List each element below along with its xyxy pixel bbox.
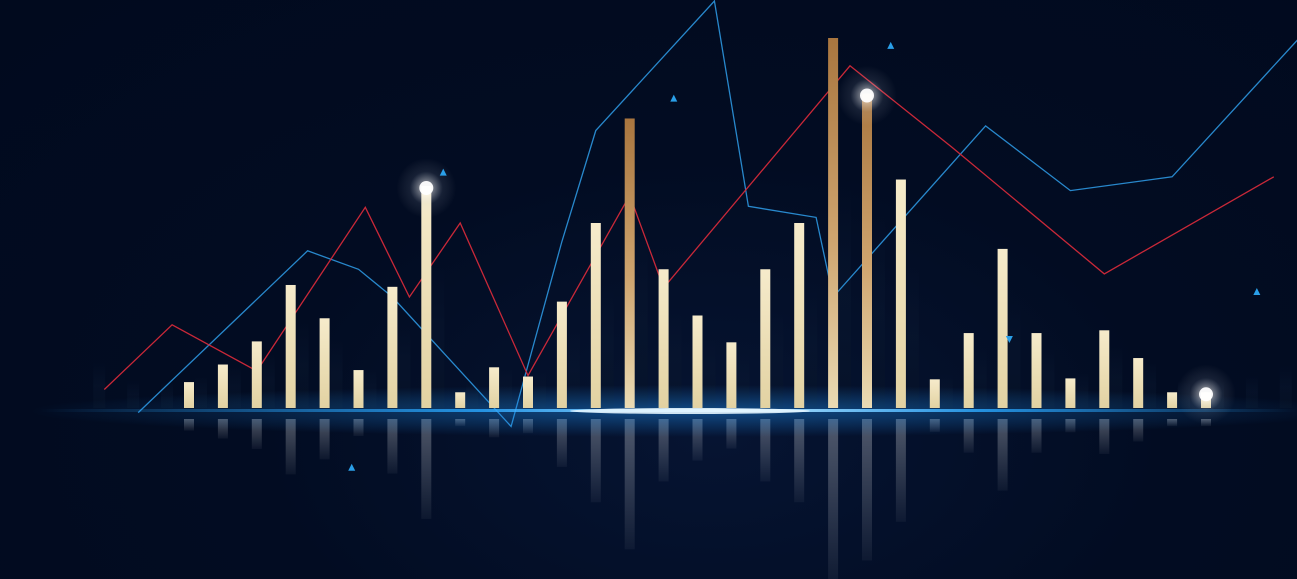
bar-28 [1099, 330, 1110, 408]
bar-3 [251, 341, 262, 408]
ghost-bar [805, 287, 818, 408]
bar-reflection-21 [862, 419, 872, 561]
bar-14 [624, 118, 635, 408]
ghost-bar [839, 186, 852, 408]
bar-9 [455, 392, 466, 408]
bar-8 [421, 186, 432, 408]
bar-reflection-29 [1133, 419, 1144, 442]
bar-25 [997, 248, 1008, 408]
bar-reflection-18 [760, 419, 771, 482]
triangle-marker-up [348, 463, 356, 471]
bar-27 [1065, 378, 1076, 408]
baseline-glow [30, 385, 1297, 437]
bar-1 [184, 382, 194, 408]
ghost-bar [432, 267, 445, 408]
baseline-hotspot [570, 408, 810, 414]
bar-reflection-24 [963, 419, 974, 453]
ghost-bar [127, 380, 140, 408]
bar-reflection-20 [828, 419, 839, 579]
bar-5 [319, 318, 330, 408]
ghost-bar [398, 322, 411, 408]
bar-6 [353, 370, 364, 408]
red-trend-line [103, 64, 1275, 390]
bar-20 [828, 38, 839, 408]
triangle-marker-up [670, 94, 678, 102]
bar-reflection-4 [285, 419, 296, 475]
bar-reflection-15 [658, 419, 669, 482]
bar-18 [760, 269, 771, 408]
bar-reflection-19 [794, 419, 805, 503]
bar-reflection-16 [692, 419, 703, 461]
bar-reflection-13 [590, 419, 601, 503]
bar-10 [489, 367, 500, 408]
bar-reflection-28 [1099, 419, 1110, 454]
bar-reflections [184, 419, 1211, 579]
bar-29 [1133, 358, 1144, 408]
bar-17 [726, 342, 737, 408]
triangle-marker-up [1253, 287, 1261, 295]
bar-23 [929, 379, 940, 408]
bar-reflection-12 [556, 419, 567, 467]
bar-reflection-14 [624, 419, 635, 550]
ghost-bar [906, 263, 919, 408]
triangle-marker-up [887, 41, 895, 49]
bar-11 [523, 376, 533, 408]
highlight-dot [860, 88, 874, 103]
bar-15 [658, 269, 669, 408]
triangle-markers [348, 41, 1261, 471]
ghost-bar [296, 321, 309, 408]
bar-7 [387, 286, 398, 408]
bar-reflection-26 [1031, 419, 1042, 453]
highlight-dot [419, 181, 434, 195]
ghost-bar [601, 287, 614, 408]
ghost-bar [1279, 365, 1292, 408]
ghost-bar [635, 230, 648, 408]
bar-reflection-22 [895, 419, 906, 522]
bar-13 [590, 223, 601, 408]
ghost-bar [93, 362, 106, 408]
blue-trend-line [137, 0, 1297, 428]
ghost-bar [771, 313, 784, 408]
bar-26 [1031, 333, 1042, 408]
bar-series [184, 38, 1211, 408]
bar-19 [794, 223, 805, 408]
triangle-marker-up [439, 168, 447, 176]
bar-reflection-25 [997, 419, 1008, 491]
ghost-bar [1008, 301, 1021, 408]
bar-reflection-7 [387, 419, 398, 474]
bar-21 [862, 93, 872, 408]
bar-12 [556, 301, 567, 408]
bar-16 [692, 315, 703, 408]
highlight-dot [1199, 387, 1213, 402]
bar-reflection-8 [421, 419, 432, 519]
bar-24 [963, 333, 974, 408]
triangle-marker-down [1005, 336, 1013, 344]
bar-4 [285, 284, 296, 408]
ghost-bar [872, 216, 885, 408]
bar-22 [895, 179, 906, 408]
bar-reflection-3 [251, 419, 262, 449]
ghost-bar [669, 313, 682, 408]
bar-30 [1167, 392, 1178, 408]
bar-2 [217, 364, 228, 408]
bar-reflection-5 [319, 419, 330, 460]
